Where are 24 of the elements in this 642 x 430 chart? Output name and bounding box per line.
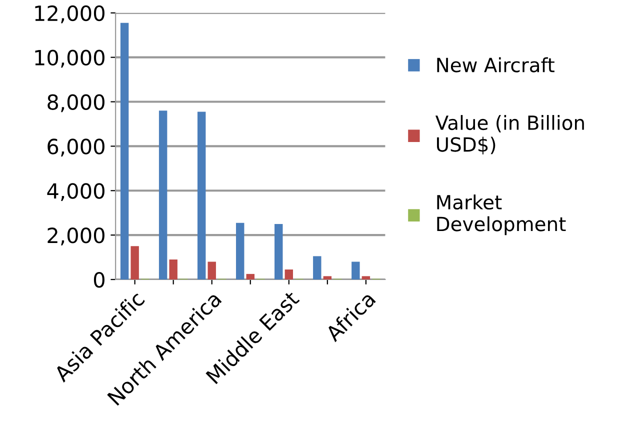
bar (313, 256, 322, 280)
legend-label: Market Development (437, 194, 566, 236)
y-tick-label: 10,000 (35, 50, 104, 68)
y-tick-label: 8,000 (48, 94, 104, 112)
bar (246, 274, 254, 280)
bar (197, 112, 206, 280)
y-tick-label: 6,000 (48, 138, 104, 157)
bar (284, 270, 294, 280)
y-tick-label: 12,000 (35, 5, 104, 24)
bar (169, 260, 178, 280)
y-tick-label: 0 (94, 272, 104, 288)
legend-label: New Aircraft (437, 57, 554, 72)
bar (323, 276, 332, 280)
bar (236, 222, 244, 280)
bar (352, 262, 360, 280)
bar (274, 224, 283, 280)
y-tick-label: 4,000 (47, 183, 104, 201)
legend-label: Value (in Billion USD$) (435, 115, 584, 154)
bar (158, 110, 168, 280)
bar (362, 276, 370, 280)
bar (120, 22, 129, 280)
bar (208, 262, 216, 280)
y-tick-label: 2,000 (48, 228, 104, 246)
bar (130, 246, 139, 280)
